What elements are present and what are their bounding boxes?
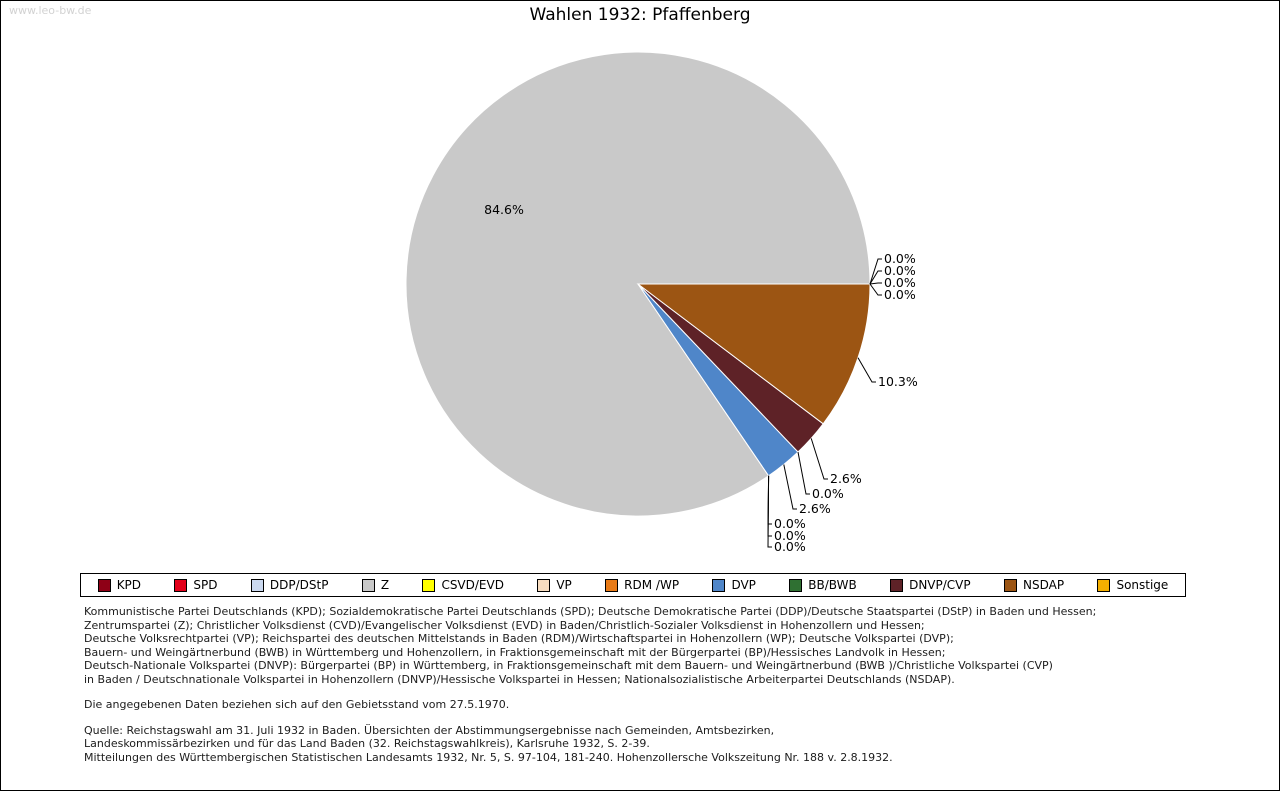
legend-swatch-kpd (97, 578, 111, 592)
slice-value-label-spd: 0.0% (884, 263, 916, 278)
leader-line-nsdap (857, 357, 876, 383)
legend-label: KPD (116, 578, 142, 592)
note-line: Deutsch-Nationale Volkspartei (DNVP): Bü… (84, 659, 1053, 672)
legend-item-kpd: KPD (97, 578, 142, 592)
slice-value-label-vp: 0.0% (774, 528, 806, 543)
slice-value-label-kpd: 0.0% (884, 251, 916, 266)
leader-line-spd (869, 270, 882, 285)
source-line: Mitteilungen des Württembergischen Stati… (84, 750, 893, 764)
slice-value-label-nsdap: 10.3% (878, 374, 918, 389)
slice-value-label-bb-bwb: 0.0% (812, 486, 844, 501)
legend-swatch-bb-bwb (789, 578, 803, 592)
legend-swatch-csvd-evd (422, 578, 436, 592)
legend-swatch-dnvp-cvp (890, 578, 904, 592)
legend-label: DVP (731, 578, 756, 592)
legend-item-dnvp-cvp: DNVP/CVP (890, 578, 971, 592)
legend-label: CSVD/EVD (441, 578, 504, 592)
legend-swatch-rdm-wp (605, 578, 619, 592)
leader-line-dvp (783, 464, 797, 510)
leader-line-dnvp-cvp (810, 438, 828, 480)
slice-value-label-z: 84.6% (484, 202, 524, 217)
legend-label: DNVP/CVP (909, 578, 971, 592)
legend-item-z: Z (361, 578, 390, 592)
watermark: www.leo-bw.de (9, 4, 92, 17)
note-line: Kommunistische Partei Deutschlands (KPD)… (84, 605, 1097, 618)
legend-item-vp: VP (537, 578, 572, 592)
footnotes: Kommunistische Partei Deutschlands (KPD)… (84, 605, 1269, 764)
legend-label: BB/BWB (808, 578, 857, 592)
legend-label: VP (556, 578, 572, 592)
legend: KPD SPD DDP/DStP Z CSVD/EVD VP RDM /WP DVP BB/BW… (80, 573, 1186, 597)
notes-gap (84, 712, 1269, 724)
legend-item-nsdap: NSDAP (1004, 578, 1064, 592)
legend-label: Z (380, 578, 390, 592)
leader-line-bb-bwb (797, 451, 810, 495)
legend-item-sonstige: Sonstige (1097, 578, 1168, 592)
note-line: Zentrumspartei (Z); Christlicher Volksdi… (84, 618, 925, 632)
legend-swatch-dvp (712, 578, 726, 592)
source-line: Landeskommissärbezirken und für das Land… (84, 737, 650, 750)
note-line: in Baden / Deutschnationale Volkspartei … (84, 672, 955, 686)
leader-line-sonstige (869, 283, 882, 296)
source-citation: Quelle: Reichstagswahl am 31. Juli 1932 … (84, 724, 1269, 765)
legend-swatch-sonstige (1097, 578, 1111, 592)
legend-swatch-vp (537, 578, 551, 592)
legend-swatch-spd (174, 578, 188, 592)
gebietsstand-note: Die angegebenen Daten beziehen sich auf … (84, 698, 510, 711)
party-abbreviation-notes: Kommunistische Partei Deutschlands (KPD)… (84, 605, 1269, 686)
slice-value-label-rdm-wp: 0.0% (774, 516, 806, 531)
slice-value-label-csvd-evd: 0.0% (774, 539, 806, 554)
leader-line-csvd-evd (767, 475, 772, 548)
legend-item-bb-bwb: BB/BWB (789, 578, 857, 592)
chart-title: Wahlen 1932: Pfaffenberg (529, 5, 751, 25)
legend-item-dvp: DVP (712, 578, 756, 592)
notes-gap (84, 686, 1269, 698)
leader-line-kpd (869, 258, 882, 285)
note-line: Deutsche Volksrechtpartei (VP); Reichspa… (84, 632, 954, 645)
legend-label: DDP/DStP (269, 578, 329, 592)
legend-label: RDM /WP (624, 578, 680, 592)
legend-swatch-z (361, 578, 375, 592)
slice-value-label-dvp: 2.6% (799, 501, 831, 516)
legend-label: SPD (193, 578, 218, 592)
legend-swatch-ddp-dstp (250, 578, 264, 592)
legend-swatch-nsdap (1004, 578, 1017, 592)
legend-label: Sonstige (1116, 578, 1169, 592)
source-line: Quelle: Reichstagswahl am 31. Juli 1932 … (84, 723, 775, 737)
note-line: Bauern- und Weingärtnerbund (BWB) in Wür… (84, 645, 946, 659)
legend-item-spd: SPD (174, 578, 218, 592)
legend-item-csvd-evd: CSVD/EVD (422, 578, 504, 592)
slice-value-label-ddp-dstp: 0.0% (884, 275, 916, 290)
pie-chart: 84.6%0.0%0.0%0.0%0.0%10.3%2.6%0.0%2.6%0.… (405, 51, 918, 554)
legend-item-rdm-wp: RDM /WP (605, 578, 679, 592)
slice-value-label-dnvp-cvp: 2.6% (830, 471, 862, 486)
legend-label: NSDAP (1023, 578, 1065, 592)
leader-line-ddp-dstp (869, 282, 882, 285)
legend-item-ddp-dstp: DDP/DStP (250, 578, 329, 592)
slice-value-label-sonstige: 0.0% (884, 287, 916, 302)
